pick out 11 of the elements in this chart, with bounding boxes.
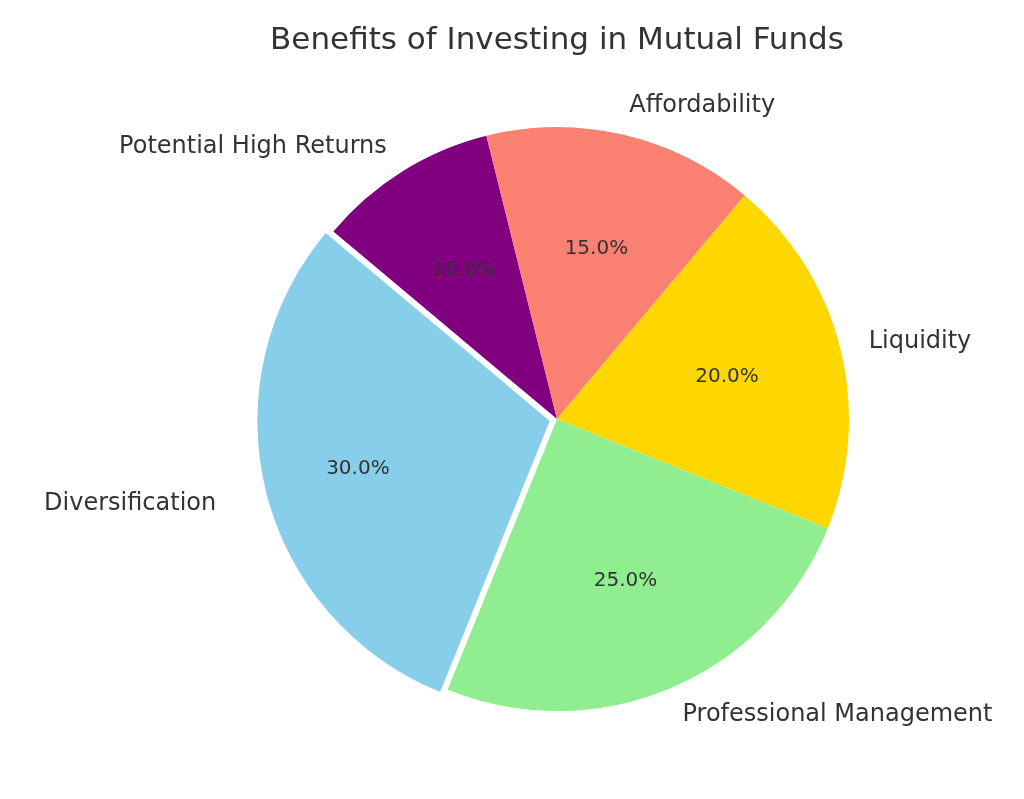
data-label: 30.0% (326, 454, 390, 479)
slice-label: Potential High Returns (119, 130, 387, 159)
chart-title: Benefits of Investing in Mutual Funds (270, 19, 844, 56)
data-label: 25.0% (593, 566, 658, 591)
data-label: 20.0% (695, 362, 759, 387)
data-label: 15.0% (564, 234, 629, 259)
slice-label: Diversification (44, 488, 217, 517)
slice-label: Liquidity (868, 325, 972, 354)
slice-label: Affordability (629, 90, 776, 119)
data-label: 10.0% (432, 256, 496, 281)
slice-label: Professional Management (682, 699, 993, 727)
